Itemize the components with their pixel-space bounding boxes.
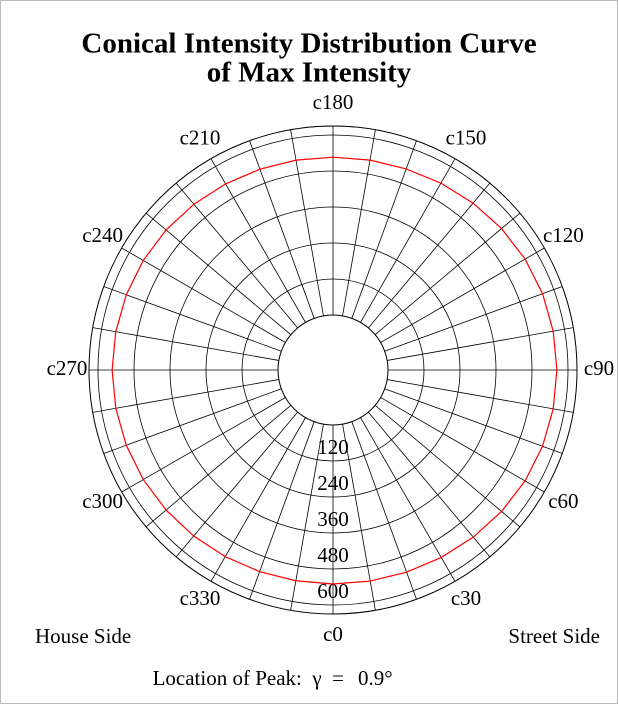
spoke: [210, 158, 306, 323]
spoke: [380, 247, 545, 343]
angle-label: c120: [543, 223, 584, 247]
angle-label: c0: [323, 622, 343, 646]
spoke: [374, 405, 521, 528]
spoke: [387, 327, 574, 361]
chart-title: of Max Intensity: [207, 57, 412, 89]
spoke: [210, 417, 306, 582]
spoke: [384, 388, 563, 454]
spoke: [92, 379, 279, 413]
r-tick-label: 240: [317, 471, 349, 495]
angle-label: c210: [180, 125, 221, 149]
ring: [133, 170, 533, 570]
spoke: [103, 388, 282, 454]
peak-value: 0.9°: [358, 666, 393, 690]
spoke: [249, 421, 315, 600]
r-tick-label: 120: [317, 435, 349, 459]
spoke: [175, 182, 298, 329]
spoke: [368, 411, 491, 558]
angle-label: c30: [451, 586, 481, 610]
left-label: House Side: [35, 624, 131, 648]
r-tick-label: 360: [317, 507, 349, 531]
spoke: [92, 327, 279, 361]
spoke: [175, 411, 298, 558]
r-tick-label: 600: [317, 579, 349, 603]
spoke: [380, 397, 545, 493]
chart-title: Conical Intensity Distribution Curve: [81, 28, 536, 60]
angle-label: c90: [584, 356, 614, 380]
spoke: [351, 140, 417, 319]
angle-label: c60: [548, 489, 578, 513]
spoke: [360, 158, 456, 323]
angle-label: c270: [47, 356, 88, 380]
angle-label: c300: [82, 489, 123, 513]
spoke: [342, 424, 376, 611]
angle-label: c240: [82, 223, 123, 247]
angle-label: c180: [313, 90, 354, 114]
peak-label: Location of Peak: γ =: [153, 666, 344, 690]
ring: [205, 242, 461, 498]
spoke: [368, 182, 491, 329]
angle-label: c330: [180, 586, 221, 610]
ring: [169, 206, 497, 534]
ring: [97, 134, 569, 606]
intensity-curve: [111, 156, 558, 585]
spoke: [360, 417, 456, 582]
spoke: [384, 286, 563, 352]
spoke: [103, 286, 282, 352]
spoke: [351, 421, 417, 600]
angle-label: c150: [446, 125, 487, 149]
spoke: [145, 405, 292, 528]
spoke: [249, 140, 315, 319]
right-label: Street Side: [508, 624, 600, 648]
r-tick-label: 480: [317, 543, 349, 567]
spoke: [290, 424, 324, 611]
spoke: [121, 247, 286, 343]
spoke: [145, 212, 292, 335]
spoke: [387, 379, 574, 413]
ring: [241, 278, 425, 462]
spoke: [121, 397, 286, 493]
spoke: [374, 212, 521, 335]
